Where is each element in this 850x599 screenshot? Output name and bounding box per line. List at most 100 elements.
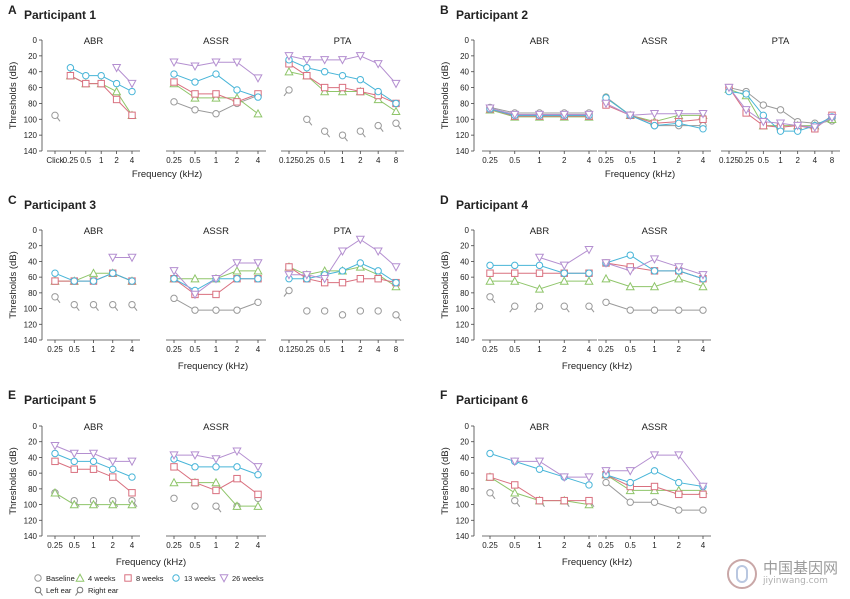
data-point xyxy=(233,474,241,483)
data-point xyxy=(212,110,220,118)
data-point xyxy=(212,486,220,495)
data-point xyxy=(356,87,365,96)
data-point xyxy=(89,300,98,309)
data-point xyxy=(559,276,569,285)
series-baseline xyxy=(602,478,707,514)
watermark-cn: 中国基因网 xyxy=(762,560,838,578)
y-tick-label: 0 xyxy=(33,422,38,431)
data-point xyxy=(254,275,262,283)
data-point xyxy=(212,463,220,471)
data-point xyxy=(625,467,635,476)
data-point xyxy=(232,259,242,268)
data-point xyxy=(212,90,220,98)
x-tick-label: 4 xyxy=(701,345,706,354)
subplot-title: ABR xyxy=(530,226,550,237)
x-axis-title: Frequency (kHz) xyxy=(605,169,675,180)
left-ear-mark xyxy=(326,132,331,138)
left-ear-mark xyxy=(56,298,61,304)
x-tick-label: 0.25 xyxy=(482,541,498,550)
data-point xyxy=(338,83,347,92)
data-point xyxy=(69,499,79,509)
y-tick-label: 120 xyxy=(24,516,38,525)
data-point xyxy=(233,275,241,283)
series-w26 xyxy=(601,99,708,121)
data-point xyxy=(486,269,494,277)
data-point xyxy=(191,306,199,314)
x-tick-label: 1 xyxy=(652,156,657,165)
data-point xyxy=(674,263,684,272)
data-point xyxy=(675,306,683,314)
series-w26 xyxy=(510,457,594,482)
data-point xyxy=(51,449,59,458)
y-tick-label: 20 xyxy=(460,52,469,61)
series-w26 xyxy=(284,52,401,89)
x-tick-label: Click xyxy=(46,156,64,165)
panel-d: D Participant 4 0 20 40 60 80 100 120 140 Threshol… xyxy=(440,193,711,372)
x-tick-label: 4 xyxy=(130,541,135,550)
data-point xyxy=(391,106,401,116)
x-tick-label: 2 xyxy=(111,541,116,550)
y-tick-label: 20 xyxy=(28,52,37,61)
data-point xyxy=(373,60,383,69)
x-tick-label: 8 xyxy=(394,345,399,354)
data-point xyxy=(374,307,382,315)
x-tick-label: 1 xyxy=(652,345,657,354)
data-point xyxy=(232,501,242,510)
data-point xyxy=(128,277,136,285)
data-point xyxy=(759,101,768,109)
x-tick-label: 4 xyxy=(376,345,381,354)
y-tick-label: 140 xyxy=(24,147,38,156)
data-point xyxy=(253,259,263,268)
x-tick-label: 0.5 xyxy=(189,156,201,165)
subplot-abr: 0.25 0.5 1 2 4 ABR xyxy=(47,226,140,354)
panel-c: C Participant 3 0 20 40 60 80 100 120 140 Threshol… xyxy=(8,193,404,372)
data-point xyxy=(169,267,179,276)
subplot-title: ASSR xyxy=(203,422,229,433)
x-tick-label: 0.25 xyxy=(482,156,498,165)
subplot-title: ASSR xyxy=(642,422,668,433)
data-point xyxy=(584,473,594,482)
x-tick-label: 0.25 xyxy=(598,156,614,165)
series-w4 xyxy=(169,477,263,510)
data-point xyxy=(356,259,365,267)
data-point xyxy=(190,62,200,72)
data-point xyxy=(776,127,785,135)
panel-letter: F xyxy=(440,388,447,402)
data-point xyxy=(535,269,544,277)
x-tick-label: 2 xyxy=(562,156,567,165)
left-ear-mark xyxy=(397,124,402,130)
data-point xyxy=(511,269,519,277)
left-ear-mark xyxy=(565,307,570,313)
watermark-url: jiyinwang.com xyxy=(762,576,828,587)
x-tick-label: 4 xyxy=(130,345,135,354)
y-tick-label: 120 xyxy=(24,131,38,140)
data-point xyxy=(320,68,329,76)
series-w26 xyxy=(485,104,594,120)
data-point xyxy=(108,457,118,467)
data-point xyxy=(698,110,708,119)
data-point xyxy=(50,487,60,497)
data-point xyxy=(233,463,241,471)
x-tick-label: 2 xyxy=(795,156,800,165)
y-axis-title: Thresholds (dB) xyxy=(8,251,19,319)
data-point xyxy=(211,58,221,68)
data-point xyxy=(585,269,593,277)
data-point xyxy=(511,261,519,270)
y-tick-label: 40 xyxy=(460,68,469,77)
data-point xyxy=(320,83,329,92)
data-point xyxy=(584,245,594,255)
y-tick-label: 40 xyxy=(28,68,37,77)
subplot-title: PTA xyxy=(334,36,352,47)
x-tick-label: 0.25 xyxy=(47,541,63,550)
data-point xyxy=(190,451,200,460)
series-w26 xyxy=(111,64,137,89)
x-tick-label: 0.125 xyxy=(279,345,300,354)
data-point xyxy=(127,499,137,509)
y-tick-label: 120 xyxy=(456,131,470,140)
y-tick-label: 60 xyxy=(28,469,37,478)
data-point xyxy=(232,447,242,456)
y-axis-title: Thresholds (dB) xyxy=(440,447,451,515)
right-ear-mark xyxy=(509,307,514,313)
